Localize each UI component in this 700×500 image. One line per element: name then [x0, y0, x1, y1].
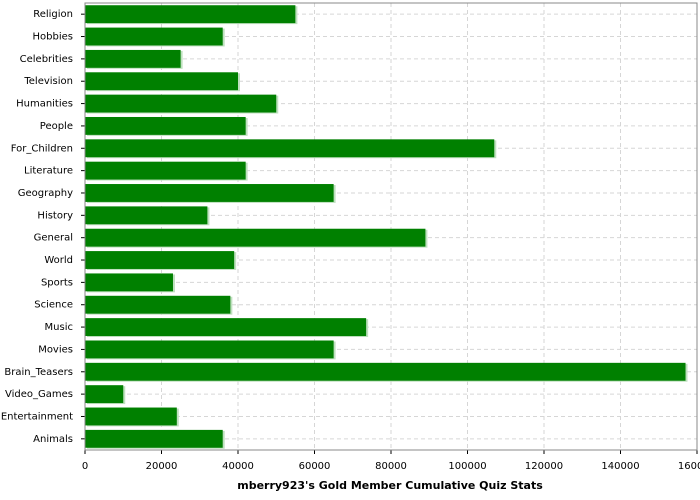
bar	[85, 407, 177, 426]
y-tick-label: Literature	[24, 166, 73, 177]
x-tick-label: 140000	[601, 461, 639, 472]
y-tick-label: For_Children	[11, 143, 73, 154]
bar	[85, 206, 208, 225]
bar	[85, 161, 246, 180]
y-tick-label: World	[44, 255, 73, 266]
y-tick-label: Geography	[18, 188, 73, 199]
bar	[85, 139, 495, 158]
x-tick-label: 120000	[525, 461, 563, 472]
y-tick-label: People	[40, 121, 73, 132]
y-tick-label: Movies	[38, 344, 73, 355]
y-tick-label: Brain_Teasers	[4, 367, 73, 378]
y-tick-label: History	[37, 210, 73, 221]
y-tick-label: Sports	[41, 277, 73, 288]
bar	[85, 228, 426, 247]
y-tick-label: Television	[23, 76, 73, 87]
bar	[85, 72, 238, 91]
bar	[85, 295, 231, 314]
bar	[85, 49, 181, 68]
y-tick-label: Animals	[33, 434, 73, 445]
x-tick-label: 40000	[222, 461, 254, 472]
bar	[85, 5, 296, 24]
y-tick-label: Celebrities	[20, 54, 73, 65]
bar	[85, 94, 277, 113]
x-tick-label: 160000	[678, 461, 700, 472]
y-tick-label: Humanities	[16, 99, 73, 110]
y-tick-label: Video_Games	[5, 389, 73, 400]
x-tick-label: 20000	[146, 461, 178, 472]
plot-border	[84, 2, 698, 451]
y-tick-label: Religion	[33, 9, 73, 20]
bar	[85, 340, 334, 359]
y-tick-label: Science	[34, 300, 73, 311]
x-tick-label: 60000	[299, 461, 331, 472]
x-tick-label: 0	[82, 461, 88, 472]
y-tick-label: General	[34, 233, 73, 244]
bar	[85, 184, 334, 202]
y-tick-label: Hobbies	[33, 32, 73, 43]
bar	[85, 385, 124, 404]
bar	[85, 318, 367, 337]
bar	[85, 273, 173, 292]
bar	[85, 251, 235, 269]
x-axis-title: mberry923's Gold Member Cumulative Quiz …	[237, 479, 543, 492]
bar	[85, 116, 246, 135]
bar	[85, 27, 223, 46]
x-tick-label: 100000	[448, 461, 486, 472]
x-tick-label: 80000	[375, 461, 407, 472]
bar	[85, 429, 223, 448]
bar	[85, 362, 686, 381]
y-tick-label: Music	[45, 322, 73, 333]
y-tick-label: Entertainment	[1, 411, 73, 422]
